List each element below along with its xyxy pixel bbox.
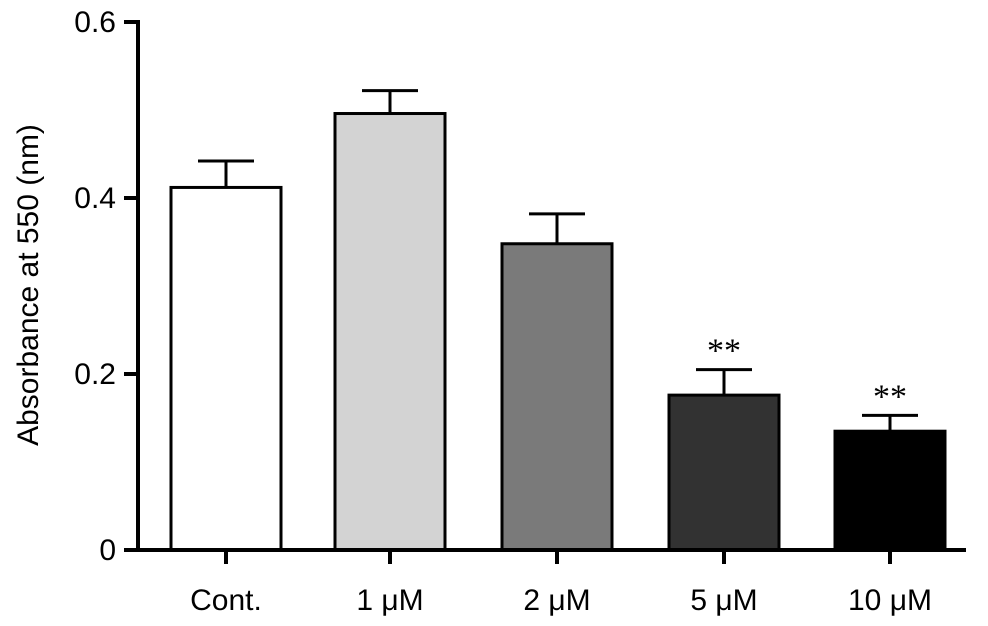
bar-4 <box>833 429 947 552</box>
x-tick-label-3: 5 μM <box>690 584 757 617</box>
bar-2 <box>500 242 614 552</box>
bars-layer <box>169 112 947 552</box>
bar-1 <box>333 112 447 552</box>
y-tick-label-1: 0.2 <box>74 358 116 391</box>
y-axis-title-group: Absorbance at 550 (nm) <box>12 124 45 446</box>
significance-label-4: ** <box>873 378 907 415</box>
y-axis-title: Absorbance at 550 (nm) <box>12 124 45 446</box>
axes-layer <box>124 20 966 564</box>
bar-3 <box>667 393 781 552</box>
error-bars-layer <box>198 89 918 432</box>
x-tick-label-4: 10 μM <box>848 584 932 617</box>
x-tick-label-1: 1 μM <box>356 584 423 617</box>
significance-label-3: ** <box>707 333 741 370</box>
bar-0 <box>169 185 283 552</box>
x-tick-label-2: 2 μM <box>523 584 590 617</box>
y-tick-label-3: 0.6 <box>74 6 116 39</box>
x-tick-label-0: Cont. <box>190 584 262 617</box>
tick-labels-layer: ** ** 0 0.2 0.4 0.6 Cont. 1 μM 2 μM 5 μM 10 μM <box>74 6 932 617</box>
y-tick-label-2: 0.4 <box>74 182 116 215</box>
y-tick-label-0: 0 <box>99 534 116 567</box>
